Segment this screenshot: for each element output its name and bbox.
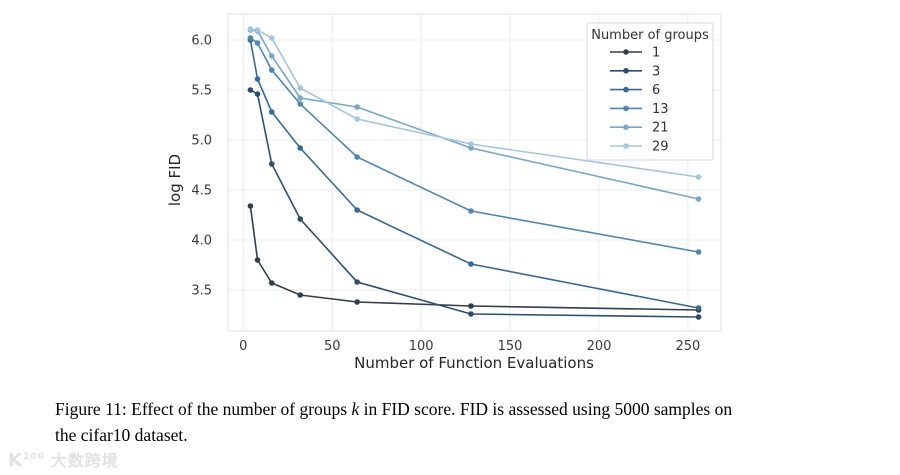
data-point-k3-nfe128 [468, 311, 474, 317]
watermark-text: 大数跨境 [50, 451, 119, 470]
data-point-k1-nfe32 [297, 292, 304, 298]
data-point-k1-nfe64 [354, 299, 360, 305]
data-point-k1-nfe128 [468, 303, 474, 309]
axis-ticks: 0 50 100 150 200 250 3.5 4.0 4.5 5.0 5.5 6.0 [191, 34, 700, 355]
legend-box [586, 22, 714, 161]
data-point-k6-nfe16 [268, 109, 275, 115]
data-point-k21-nfe128 [468, 145, 474, 151]
data-point-k3-nfe64 [354, 279, 360, 285]
watermark-logo-icon: K100 [8, 450, 45, 471]
data-point-k3-nfe8 [254, 91, 261, 97]
legend-label-k13: 13 [652, 102, 669, 117]
x-axis-label: Number of Function Evaluations [354, 354, 594, 372]
legend-swatch-marker-k29 [623, 143, 629, 149]
figure-caption: Figure 11: Effect of the number of group… [55, 396, 855, 448]
data-point-k6-nfe8 [254, 76, 261, 82]
data-point-k29-nfe128 [468, 141, 474, 147]
legend-label-k6: 6 [652, 83, 660, 98]
data-point-k6-nfe256 [695, 305, 702, 311]
x-tick-label: 50 [324, 339, 341, 354]
fid-line-chart: 0 50 100 150 200 250 3.5 4.0 4.5 5.0 5.5 6.0 Number… [166, 13, 722, 372]
data-point-k29-nfe32 [297, 85, 304, 91]
data-point-k1-nfe4 [247, 203, 254, 209]
legend-title: Number of groups [591, 28, 709, 43]
data-point-k13-nfe128 [468, 208, 474, 214]
legend-swatch-marker-k21 [623, 124, 629, 130]
y-tick-label: 6.0 [191, 34, 212, 49]
legend-label-k1: 1 [652, 46, 660, 61]
data-point-k21-nfe256 [695, 196, 702, 202]
data-point-k3-nfe32 [297, 216, 304, 222]
data-point-k3-nfe16 [268, 161, 275, 167]
data-point-k13-nfe64 [354, 154, 360, 160]
y-tick-label: 5.5 [191, 84, 212, 99]
data-point-k29-nfe16 [268, 35, 275, 41]
data-point-k29-nfe8 [254, 27, 261, 33]
y-tick-label: 4.5 [191, 184, 212, 199]
math-symbol-k: k [351, 399, 360, 419]
data-point-k29-nfe64 [354, 116, 360, 122]
legend-swatch-marker-k3 [623, 68, 629, 74]
data-point-k1-nfe16 [268, 280, 275, 286]
caption-line-2: the cifar10 dataset. [55, 425, 188, 445]
plot-frame [227, 13, 722, 332]
caption-line-1: Figure 11: Effect of the number of group… [55, 399, 733, 419]
y-axis-label: log FID [166, 154, 184, 206]
watermark: K100 大数跨境 [8, 447, 119, 471]
data-point-k6-nfe128 [468, 261, 474, 267]
data-point-k29-nfe256 [695, 174, 702, 180]
legend-swatch-marker-k13 [623, 105, 629, 112]
data-point-k6-nfe32 [297, 145, 304, 151]
data-point-k13-nfe8 [254, 40, 261, 46]
data-point-k3-nfe256 [695, 314, 702, 320]
data-point-k13-nfe256 [695, 249, 702, 255]
data-point-k21-nfe16 [268, 53, 275, 59]
x-tick-label: 100 [409, 339, 434, 354]
x-tick-label: 150 [498, 339, 523, 354]
data-series [247, 26, 702, 320]
data-point-k13-nfe32 [297, 101, 304, 107]
y-tick-label: 3.5 [191, 284, 212, 299]
data-point-k13-nfe16 [268, 67, 275, 73]
data-point-k6-nfe64 [354, 207, 360, 213]
legend-label-k29: 29 [652, 140, 669, 155]
y-tick-label: 4.0 [191, 234, 212, 249]
x-tick-label: 250 [676, 339, 701, 354]
data-point-k3-nfe4 [247, 87, 254, 93]
x-tick-label: 200 [587, 339, 612, 354]
legend-swatch-marker-k1 [623, 49, 629, 55]
data-point-k29-nfe4 [247, 26, 254, 32]
legend-label-k3: 3 [652, 64, 660, 79]
data-point-k21-nfe64 [354, 104, 360, 110]
data-point-k13-nfe4 [247, 35, 254, 41]
data-point-k21-nfe32 [297, 95, 304, 101]
legend-label-k21: 21 [652, 121, 669, 136]
legend-swatch-marker-k6 [623, 86, 629, 93]
data-point-k1-nfe8 [254, 257, 261, 263]
x-tick-label: 0 [239, 339, 247, 354]
y-tick-label: 5.0 [191, 134, 212, 149]
